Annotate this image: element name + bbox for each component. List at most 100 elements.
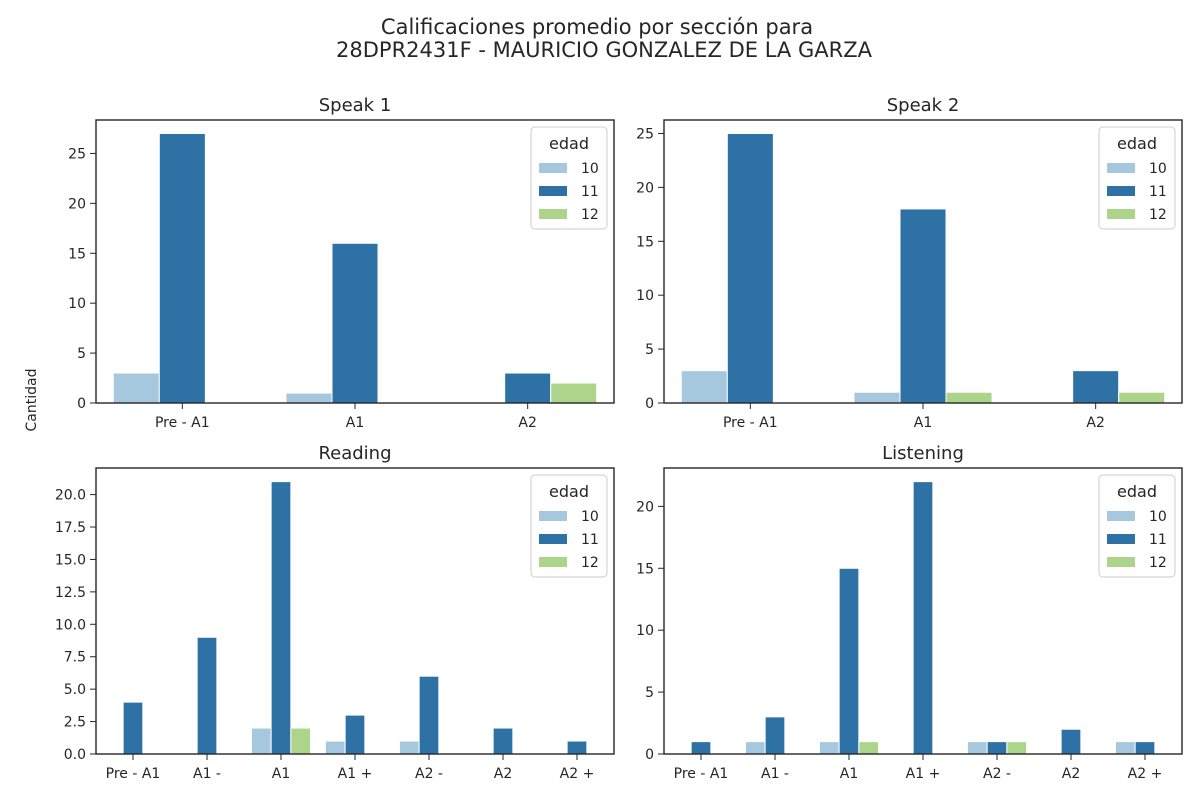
legend-title: edad — [1117, 482, 1157, 501]
y-tick-label: 20 — [68, 196, 86, 212]
bar-A2 --edad-11 — [986, 741, 1008, 755]
y-tick-label: 0.0 — [64, 747, 86, 763]
y-tick-label: 20 — [636, 180, 654, 196]
x-tick-label: A2 - — [983, 766, 1011, 782]
y-tick-label: 0 — [645, 396, 654, 412]
plot-frame — [95, 119, 615, 404]
x-tick-label: A2 + — [560, 766, 595, 782]
x-tick-label: A2 — [518, 415, 536, 431]
x-tick-label: A1 — [840, 766, 858, 782]
legend-swatch-10 — [539, 511, 567, 521]
bar-A2 +-edad-11 — [566, 740, 588, 755]
x-tick-label: Pre - A1 — [723, 415, 778, 431]
y-tick-label: 20.0 — [55, 488, 86, 504]
legend-title: edad — [549, 134, 589, 153]
x-tick-label: Pre - A1 — [155, 415, 210, 431]
figure-title-line1: Calificaciones promedio por sección para — [381, 15, 813, 39]
y-tick-label: 10 — [636, 623, 654, 639]
legend-label-12: 12 — [581, 207, 599, 223]
panel-title: Reading — [318, 443, 391, 464]
bar-Pre - A1-edad-10 — [112, 372, 160, 404]
legend-swatch-11 — [539, 186, 567, 196]
bar-A2-edad-11 — [504, 372, 552, 404]
x-tick-label: A1 — [914, 415, 932, 431]
y-tick-label: 15 — [636, 234, 654, 250]
legend-swatch-12 — [539, 209, 567, 219]
y-tick-label: 15 — [68, 246, 86, 262]
y-tick-label: 7.5 — [64, 650, 86, 666]
y-tick-label: 10 — [636, 288, 654, 304]
bar-A2 --edad-10 — [966, 741, 988, 755]
bar-A2 --edad-12 — [1006, 741, 1028, 755]
legend-label-12: 12 — [581, 555, 599, 571]
legend: edad 10 11 12 — [530, 474, 608, 578]
bar-A2 +-edad-10 — [1114, 741, 1136, 755]
y-tick-label: 25 — [636, 126, 654, 142]
plot-frame — [663, 467, 1183, 755]
x-tick-label: A2 — [1086, 415, 1104, 431]
panel-0: Speak 1 Pre - A1 A1 A2 0 5 10 15 20 25 edad 10 11 12 — [68, 95, 615, 431]
bar-A2-edad-12 — [1118, 391, 1166, 404]
x-tick-label: A2 — [494, 766, 512, 782]
panel-title: Speak 1 — [319, 95, 392, 116]
legend: edad 10 11 12 — [1098, 126, 1176, 230]
legend-swatch-12 — [1107, 209, 1135, 219]
legend-swatch-10 — [1107, 163, 1135, 173]
legend-swatch-12 — [539, 557, 567, 567]
bar-A1-edad-10 — [285, 392, 333, 404]
bar-A1 --edad-11 — [764, 716, 786, 755]
y-tick-label: 15 — [636, 561, 654, 577]
bar-A1-edad-11 — [270, 481, 292, 755]
x-tick-label: A1 — [346, 415, 364, 431]
legend-swatch-10 — [539, 163, 567, 173]
bar-A1 +-edad-11 — [912, 481, 934, 755]
x-tick-label: A1 + — [338, 766, 373, 782]
bar-A1-edad-10 — [250, 727, 272, 755]
bar-A1 --edad-10 — [744, 741, 766, 755]
bar-A2 --edad-10 — [398, 740, 420, 755]
plot-frame — [663, 119, 1183, 404]
legend-swatch-11 — [1107, 186, 1135, 196]
legend-label-11: 11 — [581, 184, 599, 200]
bar-A2 --edad-11 — [418, 675, 440, 755]
x-tick-label: A1 - — [193, 766, 221, 782]
y-axis-label: Cantidad — [24, 369, 40, 432]
legend-title: edad — [1117, 134, 1157, 153]
plot-frame — [95, 467, 615, 755]
legend-label-11: 11 — [581, 532, 599, 548]
x-tick-label: A1 + — [906, 766, 941, 782]
y-tick-label: 5 — [645, 342, 654, 358]
legend-swatch-11 — [539, 534, 567, 544]
y-tick-label: 12.5 — [55, 585, 86, 601]
bar-A1-edad-11 — [838, 567, 860, 755]
panel-3: Listening Pre - A1 A1 - A1 A1 + A2 - A2 A2 + 0 5 1… — [636, 443, 1183, 782]
bar-A2-edad-12 — [550, 382, 598, 404]
x-tick-label: A2 + — [1128, 766, 1163, 782]
x-tick-label: A2 — [1062, 766, 1080, 782]
panel-2: Reading Pre - A1 A1 - A1 A1 + A2 - A2 A2 + 0.0 2.… — [55, 443, 615, 782]
legend-label-12: 12 — [1149, 555, 1167, 571]
legend-swatch-11 — [1107, 534, 1135, 544]
bar-Pre - A1-edad-11 — [122, 701, 144, 755]
bar-A1 +-edad-10 — [324, 740, 346, 755]
bar-A2-edad-11 — [492, 727, 514, 755]
legend-label-10: 10 — [1149, 509, 1167, 525]
x-tick-label: Pre - A1 — [674, 766, 729, 782]
y-tick-label: 5.0 — [64, 682, 86, 698]
bar-A1-edad-12 — [945, 391, 993, 404]
bar-A2-edad-11 — [1072, 370, 1120, 404]
bar-Pre - A1-edad-11 — [690, 741, 712, 755]
y-tick-label: 0 — [77, 396, 86, 412]
legend-title: edad — [549, 482, 589, 501]
legend-label-10: 10 — [581, 509, 599, 525]
x-tick-label: A1 — [272, 766, 290, 782]
bar-Pre - A1-edad-10 — [680, 370, 728, 404]
bar-A2-edad-11 — [1060, 728, 1082, 755]
bar-A2 +-edad-11 — [1134, 741, 1156, 755]
panel-title: Speak 2 — [887, 95, 960, 116]
bar-A1-edad-12 — [858, 741, 880, 755]
bar-Pre - A1-edad-11 — [158, 132, 206, 404]
x-tick-label: A1 - — [761, 766, 789, 782]
legend-label-11: 11 — [1149, 532, 1167, 548]
